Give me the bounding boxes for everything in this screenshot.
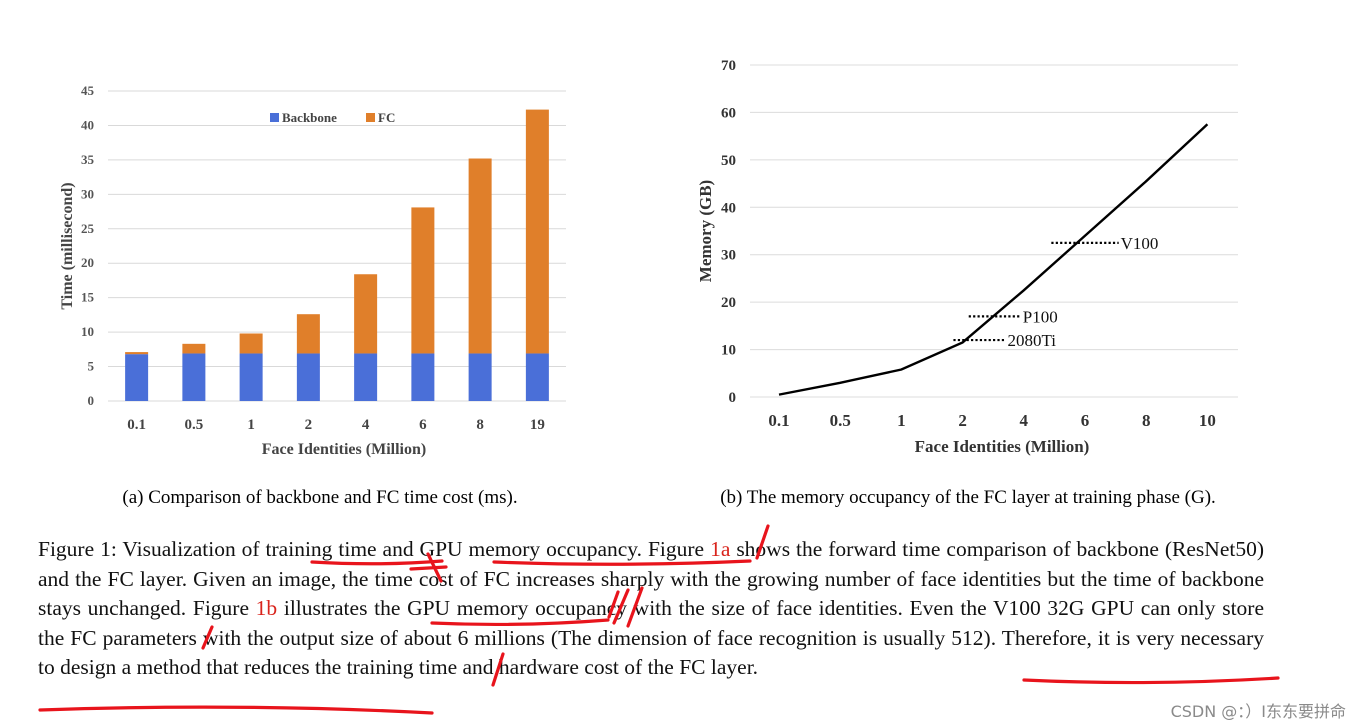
legend-label-backbone: Backbone	[282, 110, 337, 125]
bar-fc-0.1	[125, 352, 149, 355]
annotation-label-2080ti: 2080Ti	[1007, 331, 1056, 350]
chart-a-y-tick-label: 20	[81, 255, 94, 270]
bar-backbone-0.5	[182, 353, 206, 401]
chart-b-y-tick-label: 10	[721, 343, 736, 359]
figure-ref-1b[interactable]: 1b	[255, 596, 278, 621]
chart-a-y-tick-label: 45	[81, 83, 95, 98]
bar-backbone-19	[525, 353, 549, 401]
chart-a-y-tick-label: 30	[81, 186, 94, 201]
chart-a-x-tick-label: 8	[476, 417, 484, 433]
bar-backbone-2	[296, 353, 320, 401]
chart-a-x-tick-label: 2	[305, 417, 313, 433]
bar-fc-19	[525, 109, 549, 354]
chart-b-x-tick-label: 2	[958, 411, 967, 430]
chart-a-bars	[125, 109, 549, 401]
chart-b-y-tick-label: 60	[721, 105, 736, 121]
bar-fc-8	[468, 158, 492, 354]
chart-b-x-tick-label: 0.1	[768, 411, 789, 430]
chart-b-y-tick-label: 20	[721, 295, 736, 311]
caption-a: (a) Comparison of backbone and FC time c…	[122, 487, 517, 508]
bar-fc-2	[296, 314, 320, 354]
chart-b-gridlines	[750, 64, 1238, 398]
annotation-label-v100: V100	[1121, 234, 1159, 253]
chart-a-x-tick-label: 0.5	[185, 417, 204, 433]
legend-swatch-fc	[366, 113, 375, 122]
chart-a-x-ticks: 0.1 0.5 1 2 4 6 8 19	[127, 417, 545, 433]
bar-fc-4	[354, 274, 378, 354]
legend-swatch-backbone	[270, 113, 279, 122]
chart-b-y-tick-label: 40	[721, 200, 736, 216]
chart-b-x-label: Face Identities (Million)	[915, 437, 1090, 456]
figure-description: Figure 1: Visualization of training time…	[38, 535, 1264, 683]
chart-b-x-tick-label: 8	[1142, 411, 1151, 430]
chart-b-memory-line	[778, 123, 1209, 396]
bar-backbone-1	[239, 353, 263, 401]
bar-fc-6	[411, 207, 435, 354]
chart-b-x-tick-label: 4	[1020, 411, 1029, 430]
bar-backbone-0.1	[125, 354, 149, 401]
chart-a-y-tick-label: 35	[81, 152, 95, 167]
chart-a-y-ticks: 0 5 10 15 20 25 30 35 40 45	[81, 83, 95, 408]
chart-b-x-ticks: 0.1 0.5 1 2 4 6 8 10	[768, 411, 1216, 430]
chart-a-y-tick-label: 0	[88, 393, 95, 408]
chart-b-y-ticks: 0 10 20 30 40 50 60 70	[721, 58, 736, 406]
chart-a-y-tick-label: 40	[81, 117, 94, 132]
bar-backbone-6	[411, 353, 435, 401]
bar-backbone-8	[468, 353, 492, 401]
chart-b-y-tick-label: 50	[721, 153, 736, 169]
csdn-watermark: CSDN @：）I东东要拼命	[1170, 702, 1346, 721]
chart-b-x-tick-label: 6	[1081, 411, 1090, 430]
chart-a-gridlines	[108, 90, 566, 402]
chart-a-x-tick-label: 4	[362, 417, 370, 433]
annotation-label-p100: P100	[1023, 307, 1058, 326]
chart-a-x-tick-label: 1	[247, 417, 255, 433]
chart-a-y-tick-label: 5	[88, 359, 95, 374]
body-text-part-1: Figure 1: Visualization of training time…	[38, 537, 711, 561]
chart-b-y-tick-label: 70	[721, 58, 736, 74]
chart-a-y-tick-label: 10	[81, 324, 94, 339]
bar-fc-0.5	[182, 343, 206, 354]
body-text-part-2: shows the forward time comparison of bac…	[38, 537, 1265, 621]
chart-b-y-tick-label: 30	[721, 248, 736, 264]
bar-fc-1	[239, 333, 263, 354]
chart-b-x-tick-label: 1	[897, 411, 906, 430]
chart-a-x-tick-label: 19	[530, 417, 545, 433]
chart-a-x-tick-label: 0.1	[127, 417, 146, 433]
chart-a-y-label: Time (millisecond)	[59, 182, 76, 309]
caption-b: (b) The memory occupancy of the FC layer…	[720, 487, 1216, 508]
chart-b-y-tick-label: 0	[729, 390, 737, 406]
chart-b-memory: 0 10 20 30 40 50 60 70 0.1 0.5 1 2 4 6 8 10 V100 P100 20…	[696, 58, 1238, 456]
legend-label-fc: FC	[378, 110, 395, 125]
chart-a-x-label: Face Identities (Million)	[262, 441, 426, 458]
figure-ref-1a[interactable]: 1a	[710, 537, 731, 561]
chart-a-legend: Backbone FC	[270, 110, 395, 125]
chart-a-y-tick-label: 25	[81, 221, 95, 236]
chart-b-x-tick-label: 0.5	[830, 411, 851, 430]
chart-a-y-tick-label: 15	[81, 290, 95, 305]
body-text-part-3: illustrates the GPU memory occupancy wit…	[38, 596, 1265, 680]
chart-b-y-label: Memory (GB)	[696, 180, 715, 282]
bar-backbone-4	[354, 353, 378, 401]
chart-b-x-tick-label: 10	[1199, 411, 1216, 430]
chart-b-gpu-annotations: V100 P100 2080Ti	[953, 234, 1158, 350]
chart-a-time-cost: 0 5 10 15 20 25 30 35 40 45 0.1 0.5 1 2 4 6 8 19 Face Id…	[59, 83, 566, 458]
chart-a-x-tick-label: 6	[419, 417, 427, 433]
